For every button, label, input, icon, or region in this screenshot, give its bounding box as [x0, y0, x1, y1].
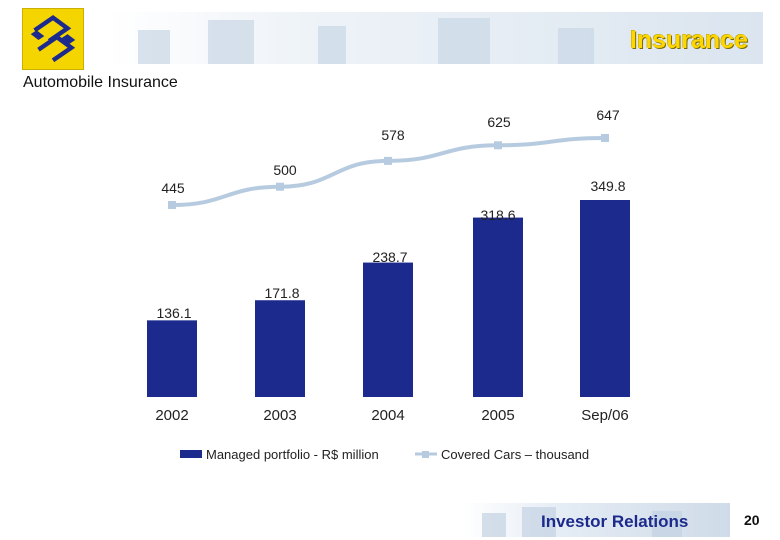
bar-2004: [363, 262, 413, 397]
legend-label-covered-cars: Covered Cars – thousand: [441, 447, 589, 462]
x-tick-label: 2002: [155, 407, 188, 424]
bar-2003: [255, 300, 305, 397]
line-data-label: 647: [596, 107, 620, 123]
logo-mark-icon: [30, 15, 76, 63]
line-point: [494, 141, 502, 150]
line-data-label: 445: [161, 180, 185, 196]
bank-logo: [22, 8, 84, 70]
line-point: [276, 182, 284, 191]
line-point: [601, 134, 609, 142]
footer-label: Investor Relations: [541, 512, 689, 531]
page-title: Insurance: [629, 26, 748, 54]
bar-data-label: 171.8: [264, 285, 299, 301]
header-band: [108, 12, 763, 64]
x-tick-label: Sep/06: [581, 407, 629, 424]
line-data-label: 625: [487, 114, 511, 130]
x-tick-label: 2004: [371, 407, 404, 424]
chart-subtitle: Automobile Insurance: [23, 74, 178, 91]
x-tick-label: 2005: [481, 407, 514, 424]
line-point: [168, 201, 176, 209]
x-tick-label: 2003: [263, 407, 296, 424]
legend-marker-covered-cars: [422, 451, 429, 458]
bar-2002: [147, 320, 197, 397]
bar-data-label: 136.1: [156, 305, 191, 321]
footer-decoration: [482, 507, 682, 537]
line-data-label: 578: [381, 127, 405, 143]
legend-label-managed-portfolio: Managed portfolio - R$ million: [206, 447, 379, 462]
bar-sep-06: [580, 200, 630, 397]
footer-band: [462, 503, 730, 537]
page-number: 20: [744, 512, 760, 528]
header-decoration: [138, 18, 594, 64]
line-point: [384, 156, 392, 165]
bar-data-label: 238.7: [372, 249, 407, 265]
bar-data-label: 349.8: [590, 178, 625, 194]
bar-data-label: 318.6: [480, 207, 515, 223]
bar-2005: [473, 217, 523, 397]
line-data-label: 500: [273, 162, 297, 178]
chart: 136.1 171.8 238.7 318.6 349.8 445 500 578 625 647…: [147, 107, 630, 462]
line-series-covered-cars: [171, 136, 606, 207]
legend-swatch-managed-portfolio: [180, 450, 202, 458]
